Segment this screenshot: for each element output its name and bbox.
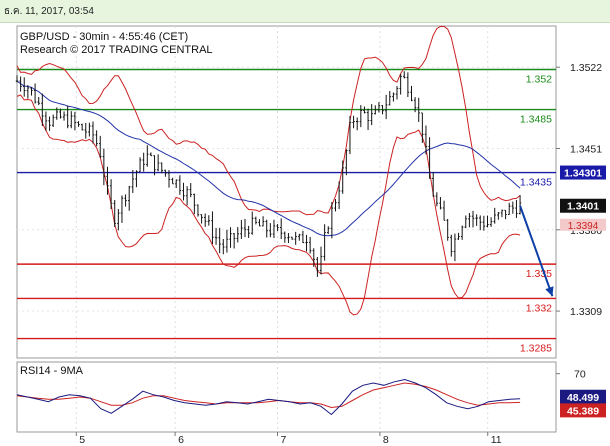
level-label-0: 1.352	[526, 74, 552, 86]
level-label-3: 1.335	[526, 268, 552, 280]
bollinger-bands	[16, 26, 521, 316]
rsi-tick-label: 70	[574, 369, 586, 381]
current-price-badge-text: 1.3401	[567, 201, 599, 213]
x-tick-label-2: 7	[281, 434, 287, 446]
y-tick-label-1: 1.3451	[570, 143, 602, 155]
y-tick-label-3: 1.3309	[570, 306, 602, 318]
rsi-ma-badge-text: 45.389	[567, 405, 599, 417]
price-axis: 1.35221.34511.33801.33091.343011.33941.3…	[556, 62, 606, 318]
level-lines: 1.352 1.3485 1.3435 1.335 1.332 1.3285	[17, 68, 556, 355]
upper-band	[16, 26, 521, 216]
rsi-current-badge-text: 48.499	[567, 392, 599, 404]
rsi-current-badge-bg	[560, 389, 606, 404]
x-tick-label-4: 11	[491, 434, 502, 446]
time-axis: 5 6 7 8 11	[75, 432, 502, 446]
rsi-label: RSI14 - 9MA	[20, 365, 84, 377]
level-label-1: 1.3485	[520, 114, 552, 126]
title-bar: ธ.ค. 11, 2017, 03:54	[0, 0, 610, 23]
ma-line	[16, 80, 521, 237]
pivot-badge-bg	[560, 165, 606, 180]
current-price-badge-bg	[560, 198, 606, 213]
candlesticks	[15, 71, 522, 277]
x-tick-label-0: 5	[79, 434, 85, 446]
rsi-line	[16, 378, 521, 416]
rsi-pane	[16, 361, 557, 433]
projection-arrow	[519, 205, 554, 297]
timestamp: ธ.ค. 11, 2017, 03:54	[4, 6, 94, 17]
level-label-5: 1.3285	[520, 343, 552, 355]
projection-arrowhead	[545, 286, 554, 297]
chart-credit: Research © 2017 TRADING CENTRAL	[20, 44, 213, 56]
gridlines	[17, 26, 556, 432]
y-tick-label-0: 1.3522	[570, 62, 602, 74]
level-label-2: 1.3435	[520, 177, 552, 189]
chart-title: GBP/USD - 30min - 4:55:46 (CET)	[20, 31, 188, 43]
pivot-badge-text: 1.34301	[564, 168, 602, 180]
x-tick-label-3: 8	[383, 434, 389, 446]
secondary-price-text: 1.3394	[568, 221, 599, 232]
price-pane	[16, 25, 557, 359]
rsi-ma-line	[16, 382, 521, 409]
secondary-price-bg	[560, 218, 606, 231]
lower-band	[16, 94, 521, 316]
price-chart: 1.352 1.3485 1.3435 1.335 1.332 1.3285 1.3522…	[15, 25, 606, 446]
moving-average	[16, 80, 521, 237]
level-label-4: 1.332	[526, 302, 552, 314]
rsi-ma-badge-bg	[560, 403, 606, 418]
projection-line	[519, 205, 554, 297]
x-tick-label-1: 6	[178, 434, 184, 446]
